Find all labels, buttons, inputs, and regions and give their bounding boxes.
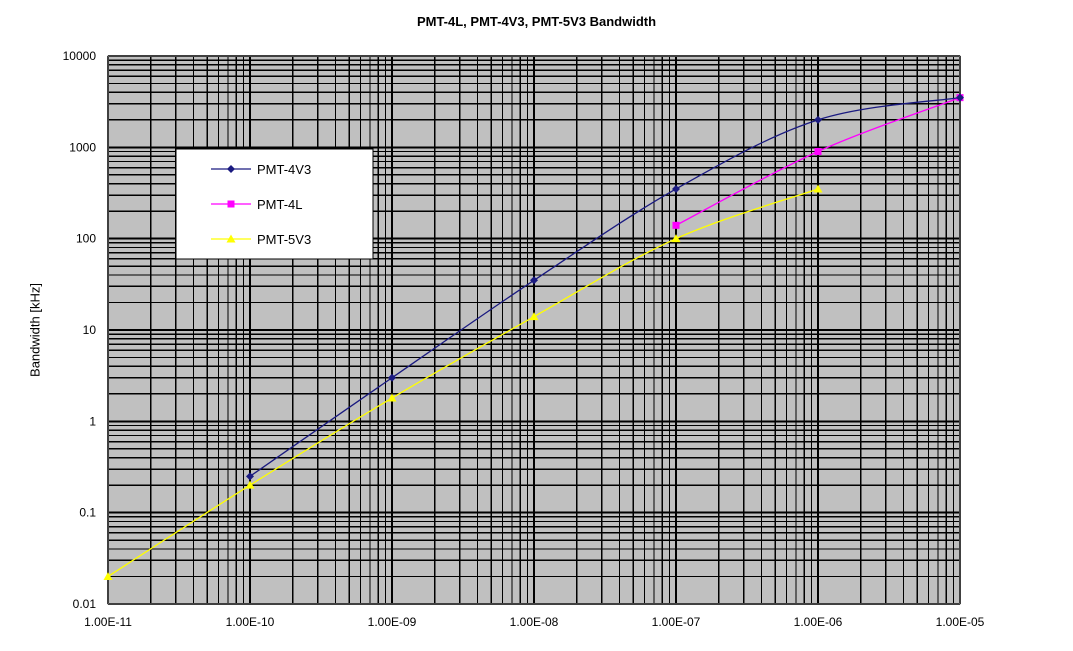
legend-item: PMT-4L: [211, 197, 303, 212]
data-point: [387, 393, 397, 402]
y-tick-label: 10: [83, 323, 97, 337]
y-tick-label: 0.01: [73, 597, 97, 611]
plot-border: [107, 55, 961, 605]
y-tick-label: 10000: [63, 49, 97, 63]
data-point: [813, 184, 823, 193]
data-point: [103, 572, 113, 581]
y-tick-label: 100: [76, 232, 96, 246]
y-tick-label: 1: [89, 414, 96, 428]
y-axis-label: Bandwidth [kHz]: [27, 283, 43, 377]
data-point: [530, 276, 538, 285]
data-point: [814, 115, 822, 124]
series-pmt-5v3: [103, 184, 823, 581]
x-tick-label: 1.00E-08: [510, 615, 559, 629]
y-tick-label: 1000: [69, 140, 96, 154]
series-pmt-4v3: [246, 93, 964, 481]
legend-box: [175, 148, 374, 260]
data-point: [671, 234, 681, 243]
x-tick-label: 1.00E-07: [652, 615, 701, 629]
legend-item: PMT-5V3: [211, 232, 311, 247]
data-point: [245, 480, 255, 489]
x-tick-label: 1.00E-11: [84, 615, 132, 629]
data-point: [246, 472, 254, 481]
data-point: [956, 93, 964, 102]
data-point: [529, 312, 539, 321]
y-tick-label: 0.1: [79, 506, 96, 520]
legend-label: PMT-4L: [257, 197, 303, 212]
x-tick-label: 1.00E-05: [936, 615, 985, 629]
data-point: [388, 373, 396, 382]
x-tick-label: 1.00E-06: [794, 615, 843, 629]
legend-label: PMT-4V3: [257, 162, 311, 177]
data-point: [672, 221, 680, 229]
data-point: [672, 184, 680, 193]
series-line: [107, 188, 819, 578]
chart-title: PMT-4L, PMT-4V3, PMT-5V3 Bandwidth: [416, 14, 657, 29]
legend: PMT-4V3 PMT-4L PMT-5V3: [175, 148, 374, 260]
x-tick-label: 1.00E-09: [368, 615, 417, 629]
x-tick-label: 1.00E-10: [226, 615, 275, 629]
legend-marker: [227, 200, 235, 208]
legend-label: PMT-5V3: [257, 232, 311, 247]
series-line: [249, 96, 961, 477]
data-point: [814, 148, 822, 156]
legend-item: PMT-4V3: [211, 162, 311, 177]
legend-marker: [226, 234, 236, 243]
legend-marker: [227, 165, 235, 173]
